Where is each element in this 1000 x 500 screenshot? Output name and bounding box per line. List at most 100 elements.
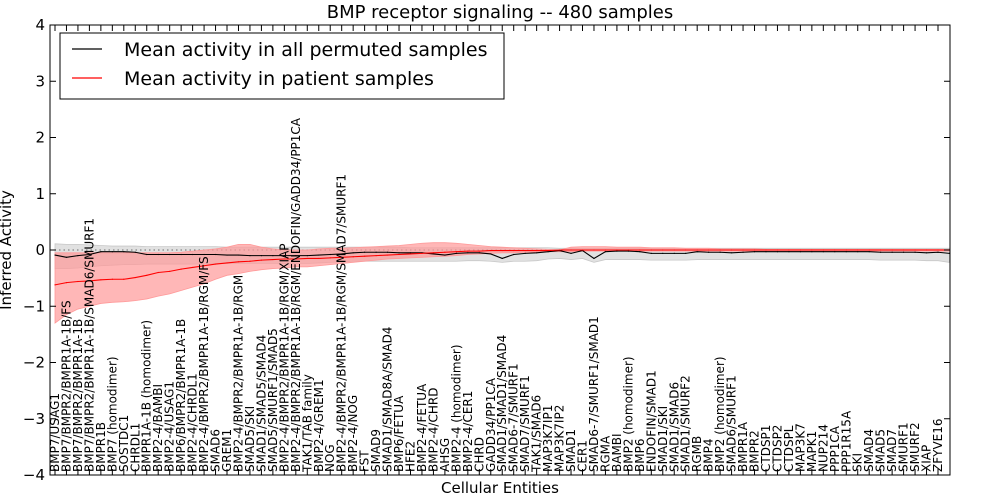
data-point-permuted: [123, 251, 125, 253]
data-point-patient: [616, 249, 618, 251]
category-label: SMAD7: [885, 429, 899, 472]
data-point-patient: [272, 258, 274, 261]
x-axis-label: Cellular Entities: [441, 479, 559, 497]
y-tick-label: −3: [23, 410, 45, 428]
category-label: BMP2-4/BMPR2/BMPR1A-1B/RGM/XIAP: [277, 243, 291, 472]
data-point-patient: [364, 255, 366, 257]
data-point-patient: [192, 266, 194, 269]
y-tick-label: 4: [35, 16, 45, 34]
data-point-permuted: [903, 251, 905, 253]
data-point-permuted: [662, 252, 664, 254]
data-point-permuted: [192, 253, 194, 256]
data-point-permuted: [260, 255, 263, 257]
data-point-patient: [513, 249, 515, 252]
category-label: SMAD5/SMURF1/SMAD5: [266, 328, 280, 472]
category-label: MAP3K7IP1: [541, 405, 555, 472]
category-label: BAMBI: [610, 433, 624, 472]
data-point-permuted: [650, 252, 652, 254]
category-label: CHRDL1: [128, 423, 142, 472]
data-point-patient: [937, 249, 939, 251]
category-label: BMP2-4/BMPR2/BMPR1A-1B/RGM/ENDOFIN/GADD3…: [289, 117, 303, 472]
y-axis-label: Inferred Activity: [0, 190, 15, 310]
category-label: BMP2 (homodimer): [621, 356, 635, 472]
data-point-permuted: [455, 252, 457, 254]
data-point-permuted: [146, 253, 148, 256]
category-label: HFE2: [403, 441, 417, 472]
data-point-permuted: [753, 251, 756, 253]
category-label: PPP1CA: [828, 425, 842, 472]
category-label: CTDSP2: [770, 425, 784, 472]
category-label: SMAD9: [369, 429, 383, 472]
data-point-patient: [490, 249, 492, 252]
category-label: SMAD1/SMAD1/SMAD4: [495, 335, 509, 472]
data-point-patient: [421, 252, 423, 254]
category-label: CTDSPL: [782, 425, 796, 472]
data-point-permuted: [593, 257, 595, 260]
data-point-permuted: [880, 251, 882, 253]
data-point-permuted: [788, 251, 790, 253]
legend-label-patient: Mean activity in patient samples: [124, 68, 434, 90]
data-point-permuted: [639, 251, 641, 253]
data-point-patient: [822, 249, 824, 251]
legend-box: [59, 32, 505, 100]
category-label: ZFYVE16: [931, 418, 945, 472]
category-label: MAP3K7IP2: [553, 405, 567, 472]
data-point-permuted: [100, 251, 102, 253]
data-point-permuted: [203, 253, 205, 256]
data-point-permuted: [444, 254, 446, 256]
data-point-permuted: [501, 257, 503, 260]
category-label: BMP7/BMPR2/BMPR1A-1B/SMAD6/SMURF1: [82, 218, 96, 472]
category-label: SMAD1/SMAD6: [667, 382, 681, 472]
data-point-permuted: [157, 253, 159, 256]
category-label: BMP7/USAG1: [48, 393, 62, 472]
category-label: SMURF1: [897, 422, 911, 472]
category-label: NUP214: [816, 424, 830, 472]
data-point-permuted: [318, 254, 320, 256]
category-label: BMP2-4/BMPR2/BMPR1A-1B/RGM: [231, 275, 245, 472]
data-point-permuted: [364, 251, 366, 253]
data-point-permuted: [570, 252, 572, 254]
data-point-patient: [478, 250, 480, 252]
data-point-patient: [558, 249, 561, 251]
legend: Mean activity in all permuted samples Me…: [59, 32, 505, 100]
category-label: BMP2-4/CHRD: [426, 388, 440, 472]
data-point-permuted: [891, 251, 893, 253]
category-label: BMP2-4/FETUA: [415, 383, 429, 472]
data-point-patient: [375, 255, 377, 257]
data-point-permuted: [765, 251, 767, 253]
category-label: BMP6/BMPR2/BMPR1A-1B: [174, 319, 188, 472]
data-point-permuted: [524, 252, 526, 254]
data-point-permuted: [88, 253, 90, 256]
category-label: BMP2-4/CER1: [461, 391, 475, 472]
data-point-patient: [318, 257, 320, 260]
data-point-patient: [811, 249, 813, 251]
category-label: BMPR1B: [94, 422, 108, 472]
data-point-permuted: [490, 253, 492, 255]
data-point-permuted: [673, 252, 675, 254]
data-point-patient: [295, 258, 297, 260]
category-label: FST: [358, 450, 372, 472]
data-point-patient: [226, 262, 228, 264]
confidence-band-patient: [54, 242, 950, 324]
category-label: SMAD6-7/SMURF1: [507, 363, 521, 472]
category-label: CHRD: [472, 437, 486, 472]
data-point-permuted: [776, 251, 779, 253]
data-point-patient: [685, 249, 687, 251]
data-point-patient: [845, 249, 847, 251]
data-point-patient: [857, 249, 859, 251]
data-point-patient: [455, 251, 457, 253]
y-tick-label: −1: [23, 297, 45, 315]
category-label: BMP7/BMPR2/BMPR1A-1B: [71, 319, 85, 472]
data-point-permuted: [306, 255, 308, 257]
category-label: SMAD7/SMURF1: [518, 375, 532, 472]
data-point-patient: [169, 270, 171, 272]
data-point-patient: [627, 249, 629, 251]
data-point-permuted: [226, 254, 228, 256]
category-label: SMAD6/SMURF1: [725, 375, 739, 472]
data-point-permuted: [341, 253, 343, 255]
data-point-patient: [146, 274, 148, 276]
category-label: XIAP: [920, 445, 934, 472]
category-label: ENDOFIN/SMAD1: [644, 370, 658, 472]
category-label: SMAD6: [209, 429, 223, 472]
